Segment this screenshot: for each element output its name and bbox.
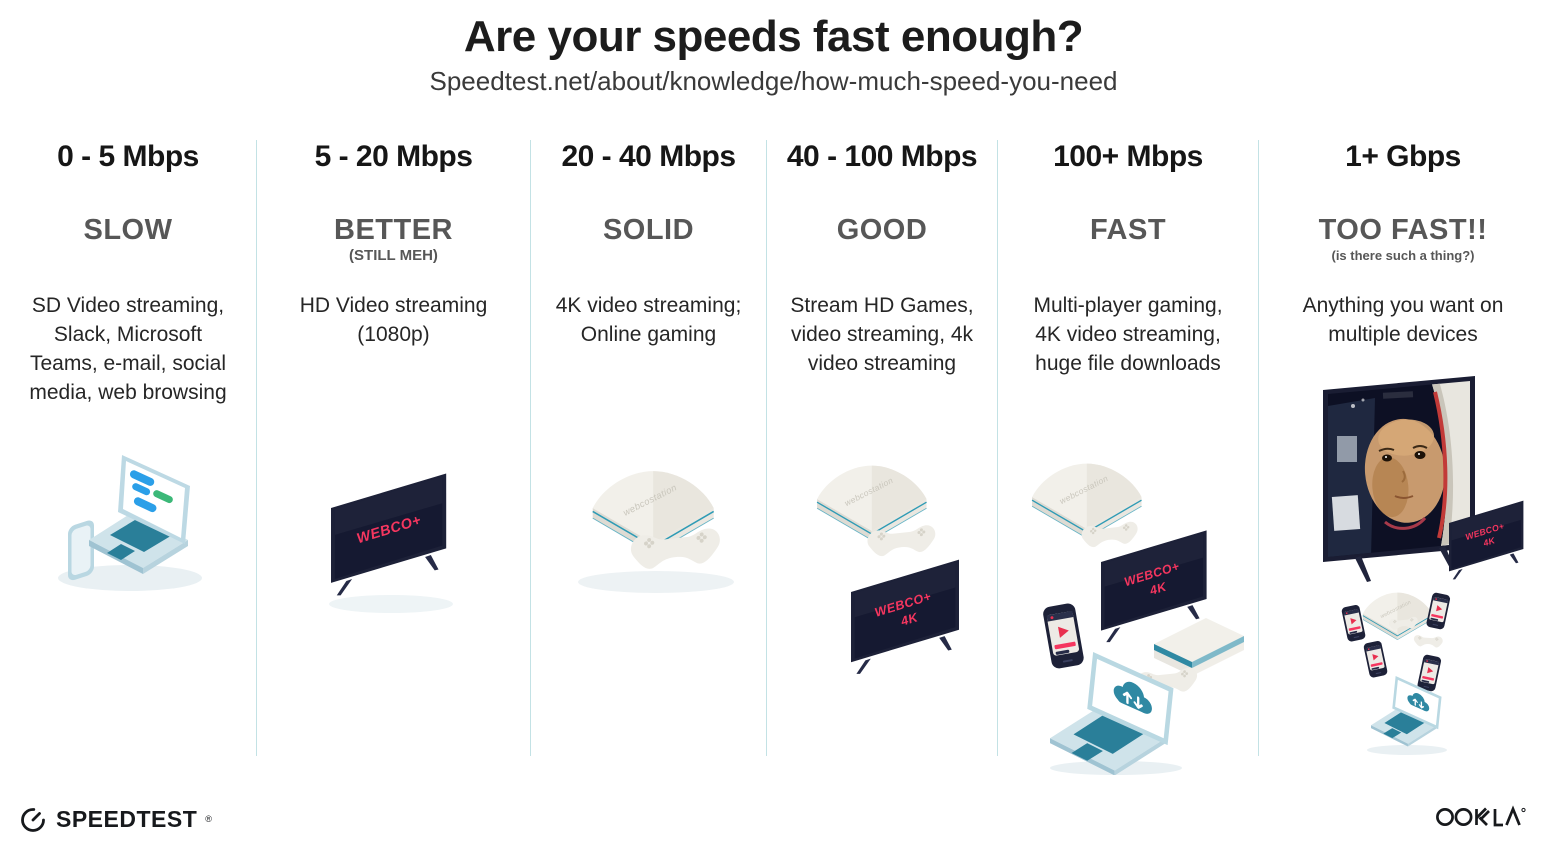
rating-label: FAST bbox=[1089, 214, 1167, 246]
speed-tier-5-20: 5 - 20 Mbps BETTER (STILL MEH) HD Video … bbox=[256, 140, 530, 756]
speed-tier-columns: 0 - 5 Mbps SLOW SD Video streaming, Slac… bbox=[0, 140, 1547, 775]
use-cases: SD Video streaming, Slack, Microsoft Tea… bbox=[29, 294, 227, 404]
rating-label: BETTER bbox=[334, 214, 453, 246]
multi-device-illustration: webcostation WEBCO+ 4K bbox=[1031, 462, 1244, 775]
use-cases: Multi-player gaming, 4K video streaming,… bbox=[1033, 294, 1223, 375]
phone-video-device bbox=[1416, 654, 1442, 693]
speed-range: 1+ Gbps bbox=[1345, 140, 1461, 173]
laptop-chat-illustration bbox=[58, 455, 202, 591]
console-illustration: webcostation bbox=[578, 470, 734, 593]
rating-note: (STILL MEH) bbox=[349, 247, 438, 264]
chat-bubbles-icon bbox=[129, 470, 173, 513]
speed-range: 0 - 5 Mbps bbox=[57, 140, 199, 173]
game-console-device: webcostation bbox=[1362, 592, 1433, 641]
use-cases: Stream HD Games, video streaming, 4k vid… bbox=[790, 294, 974, 375]
movie-tv-device bbox=[1323, 376, 1475, 582]
laptop-cloud-device bbox=[1048, 650, 1175, 775]
console-tv-illustration: webcostation WEBCO+ 4K bbox=[816, 464, 959, 674]
rating-label: SOLID bbox=[602, 214, 695, 246]
phone-video-device bbox=[1425, 592, 1451, 631]
speedtest-gauge-icon bbox=[21, 808, 45, 832]
everything-illustration: WEBCO+ 4K webcostation bbox=[1323, 376, 1524, 755]
use-cases: 4K video streaming; Online gaming bbox=[555, 294, 742, 346]
illustration-hd-tv: WEBCO+ bbox=[257, 370, 530, 775]
speed-range: 20 - 40 Mbps bbox=[561, 140, 736, 173]
ookla-logo bbox=[1433, 801, 1529, 834]
tv-device: WEBCO+ bbox=[331, 473, 447, 596]
tv-4k-device: WEBCO+ 4K bbox=[1449, 500, 1524, 580]
rating-label: TOO FAST!! bbox=[1318, 214, 1488, 246]
speedtest-wordmark: SPEEDTEST bbox=[56, 805, 198, 832]
use-cases: HD Video streaming (1080p) bbox=[299, 294, 488, 346]
illustration-everything: WEBCO+ 4K webcostation bbox=[1259, 370, 1547, 775]
game-console-device: webcostation bbox=[591, 470, 715, 555]
page-subtitle: Speedtest.net/about/knowledge/how-much-s… bbox=[429, 66, 1118, 96]
illustration-laptop-chat bbox=[0, 370, 256, 775]
illustration-multi-device: webcostation WEBCO+ 4K bbox=[998, 370, 1258, 775]
header: Are your speeds fast enough? Speedtest.n… bbox=[0, 0, 1547, 97]
game-console-device: webcostation bbox=[816, 464, 928, 541]
tv-4k-device: WEBCO+ 4K bbox=[851, 559, 959, 674]
speed-range: 100+ Mbps bbox=[1053, 140, 1203, 173]
speed-tier-100plus: 100+ Mbps FAST Multi-player gaming, 4K v… bbox=[997, 140, 1258, 775]
astronaut-movie-still bbox=[1328, 381, 1470, 557]
rating-note: (is there such a thing?) bbox=[1331, 248, 1475, 263]
tv-4k-label: 4K bbox=[1481, 535, 1496, 548]
registered-mark: ® bbox=[205, 814, 212, 824]
use-cases: Anything you want on multiple devices bbox=[1302, 294, 1504, 346]
speed-tier-0-5: 0 - 5 Mbps SLOW SD Video streaming, Slac… bbox=[0, 140, 256, 756]
speedtest-logo: SPEEDTEST ® bbox=[18, 804, 212, 834]
speed-tier-40-100: 40 - 100 Mbps GOOD Stream HD Games, vide… bbox=[766, 140, 997, 756]
speed-tier-20-40: 20 - 40 Mbps SOLID 4K video streaming; O… bbox=[530, 140, 766, 756]
tv-4k-label: 4K bbox=[1147, 579, 1169, 598]
speed-range: 40 - 100 Mbps bbox=[786, 140, 978, 173]
rating-note bbox=[998, 247, 1258, 267]
illustration-console-tv: webcostation WEBCO+ 4K bbox=[767, 370, 997, 775]
phone-video-device bbox=[1341, 604, 1367, 643]
phone-video-device bbox=[1363, 640, 1389, 679]
slab-console-device bbox=[1154, 618, 1244, 676]
tv-4k-device: WEBCO+ 4K bbox=[1101, 530, 1207, 643]
rating-note bbox=[531, 247, 766, 267]
game-console-device: webcostation bbox=[1031, 462, 1143, 539]
laptop-device bbox=[89, 455, 190, 574]
page-title: Are your speeds fast enough? bbox=[463, 12, 1084, 61]
illustration-console: webcostation bbox=[531, 370, 766, 775]
rating-note bbox=[767, 247, 997, 267]
rating-label: GOOD bbox=[836, 214, 928, 246]
speed-range: 5 - 20 Mbps bbox=[314, 140, 473, 173]
tv-illustration: WEBCO+ bbox=[329, 473, 453, 613]
rating-note bbox=[0, 247, 256, 267]
speed-tier-1gbps: 1+ Gbps TOO FAST!! (is there such a thin… bbox=[1258, 140, 1547, 756]
tv-4k-label: 4K bbox=[898, 610, 920, 629]
rating-label: SLOW bbox=[83, 214, 173, 246]
phone-video-device bbox=[1042, 602, 1085, 670]
ookla-wordmark-icon bbox=[1436, 805, 1526, 827]
phone-device bbox=[68, 520, 94, 581]
gamepad-device bbox=[1413, 634, 1443, 648]
